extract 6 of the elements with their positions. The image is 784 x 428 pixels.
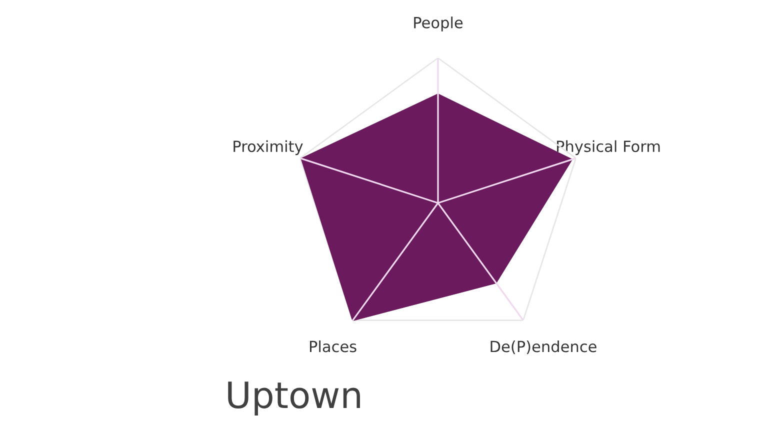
spoke-label: Places — [310, 340, 356, 352]
text: Uptown — [228, 382, 360, 416]
spoke-label: Proximity — [234, 140, 303, 156]
spoke-label: De(P)endence — [490, 340, 596, 354]
spoke-label: Physical Form — [557, 140, 660, 156]
spoke-label: People — [414, 16, 463, 32]
